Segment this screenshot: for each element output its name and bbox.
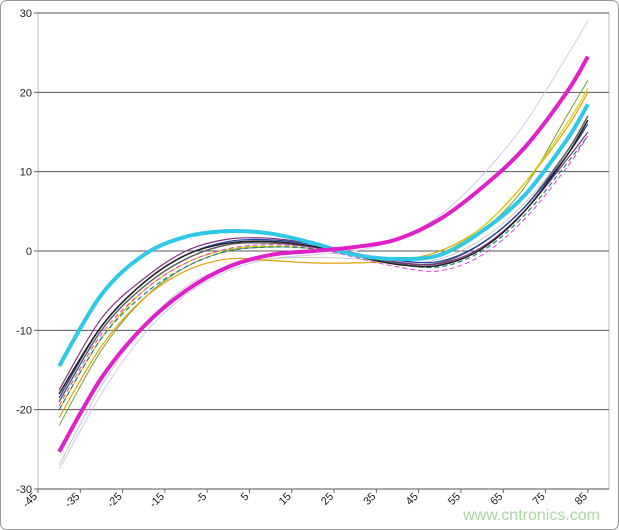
y-tick-label: 10: [20, 167, 32, 179]
series-line: [57, 55, 590, 453]
series-line: [58, 20, 589, 470]
watermark: www.cntronics.com: [462, 507, 600, 524]
series-line: [58, 135, 589, 406]
y-tick-label: -10: [16, 325, 32, 337]
y-tick-label: 0: [26, 246, 32, 258]
y-tick-label: -30: [16, 484, 32, 496]
y-tick-label: 20: [20, 87, 32, 99]
series-line: [58, 135, 589, 410]
y-tick-label: -20: [16, 405, 32, 417]
y-tick-label: 30: [20, 8, 32, 20]
